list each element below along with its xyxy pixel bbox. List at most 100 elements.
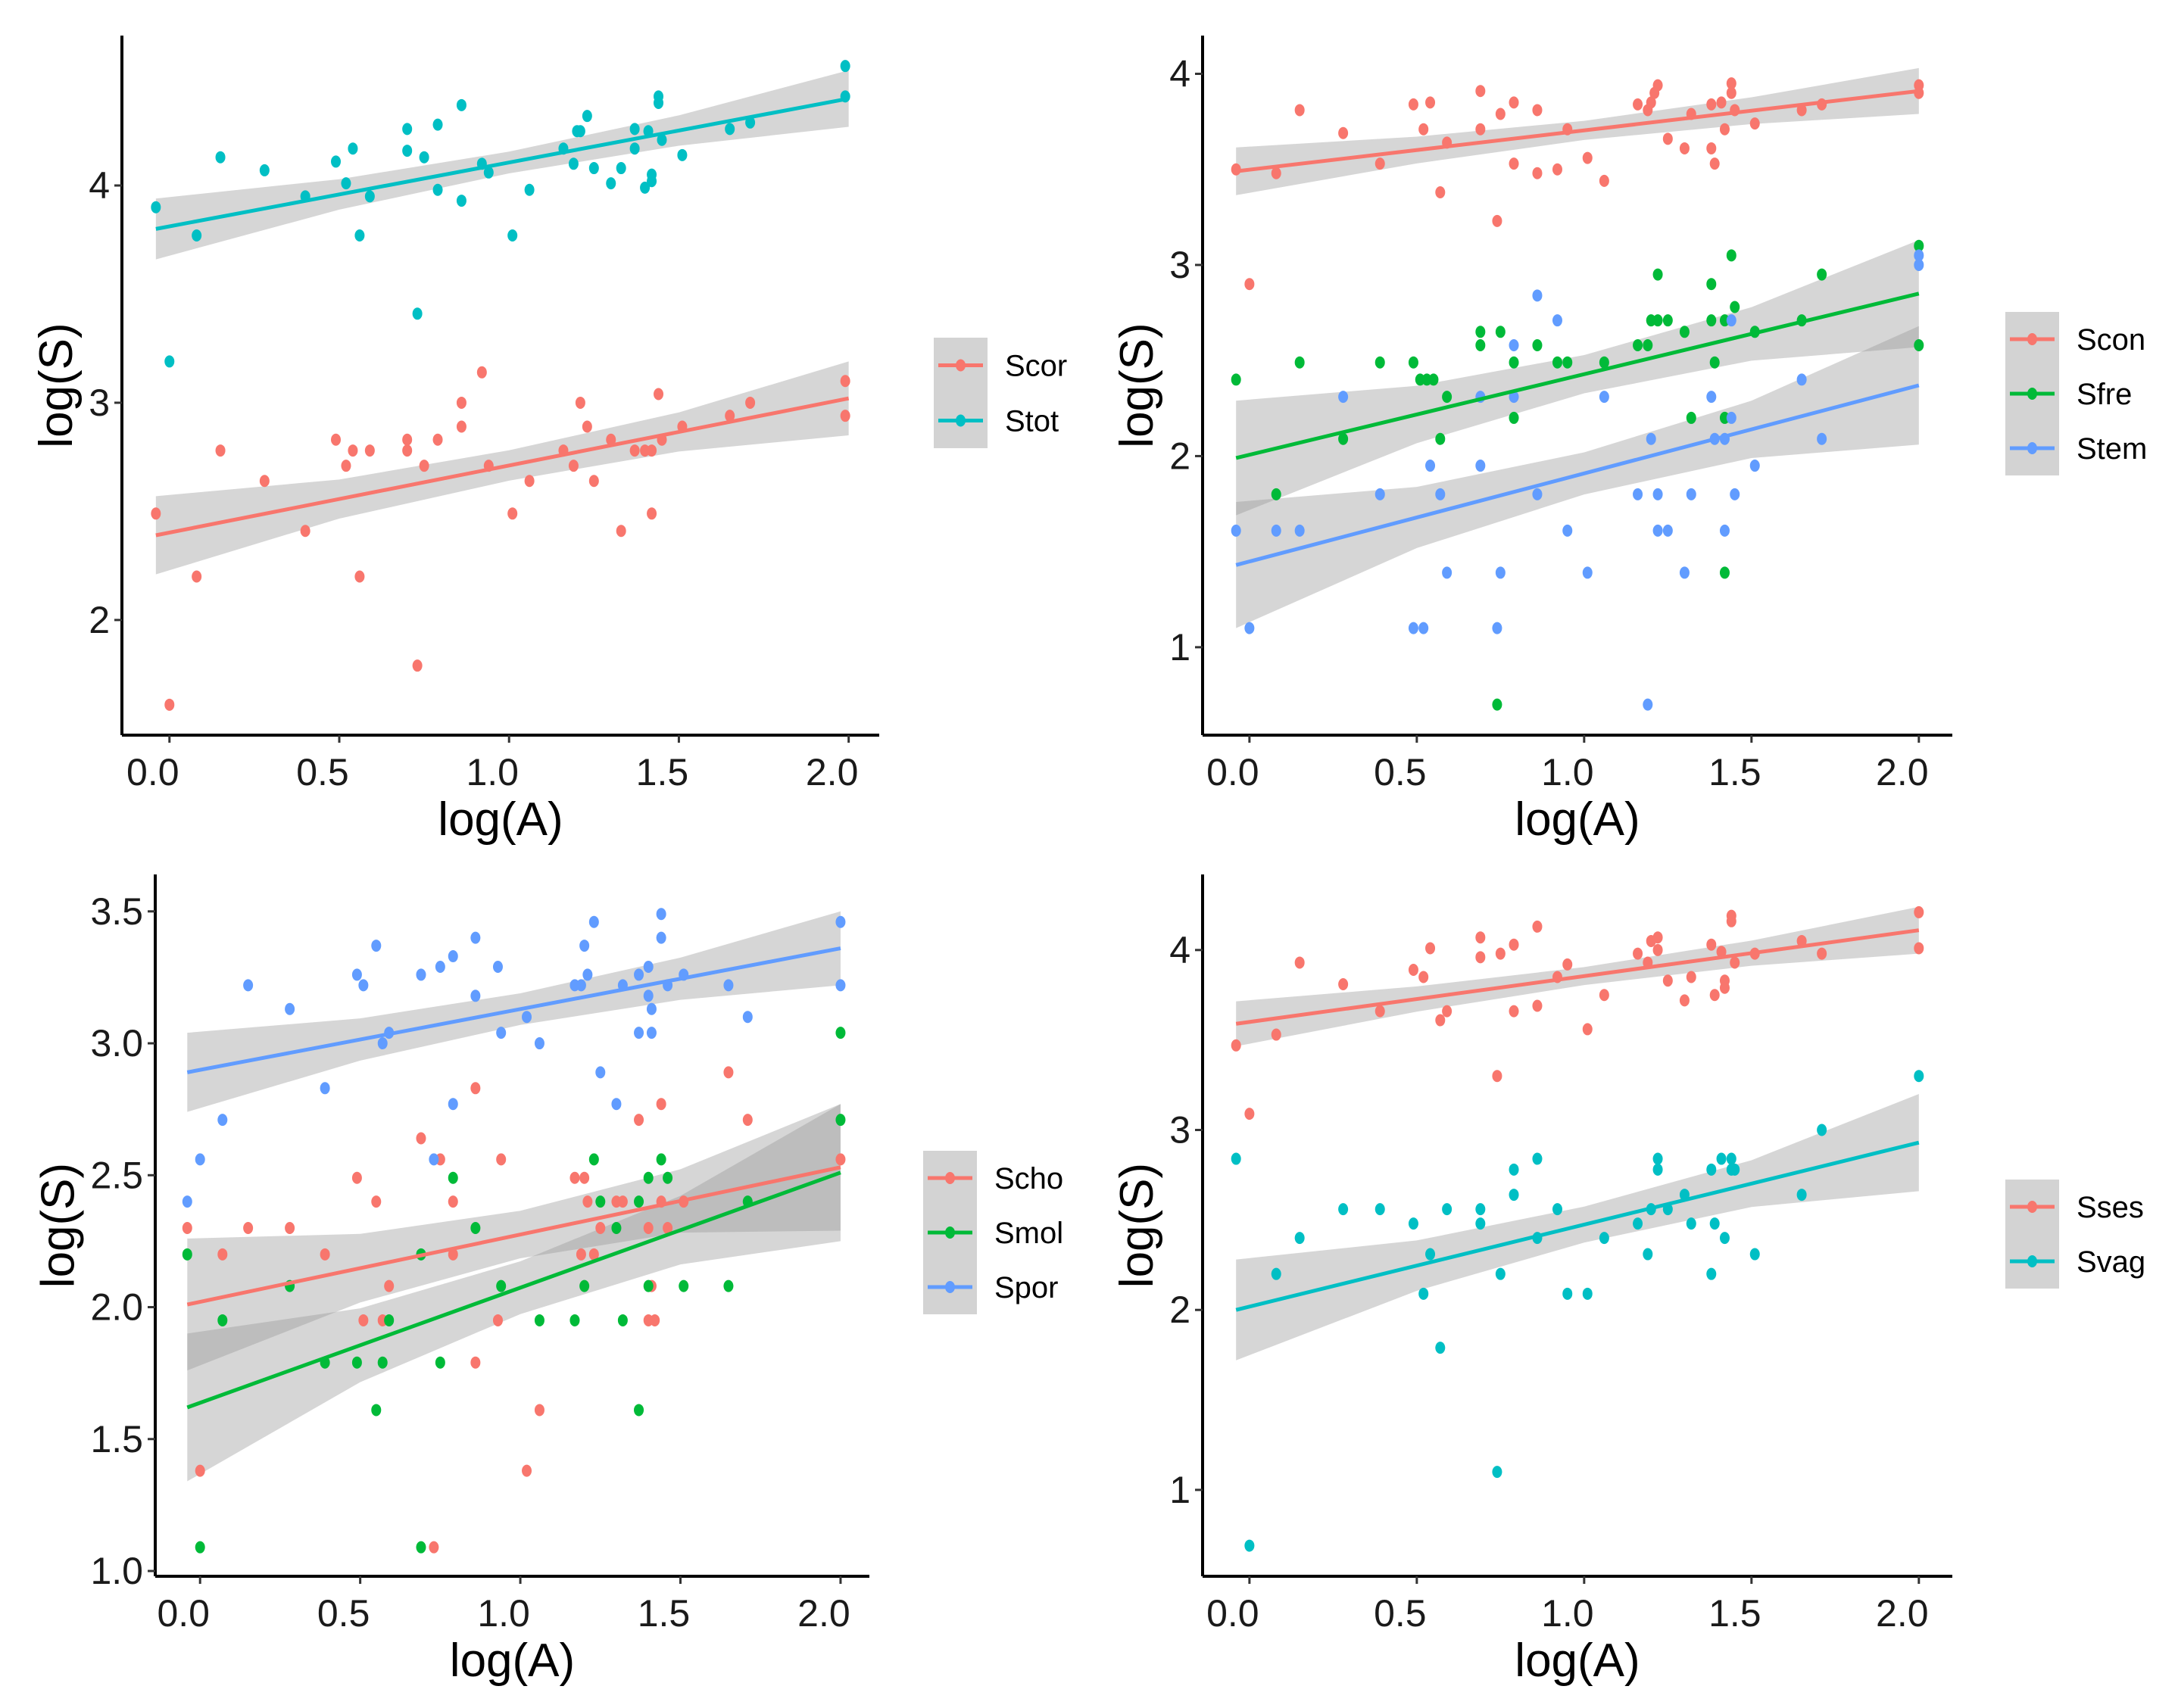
data-point	[1730, 956, 1740, 969]
data-point	[1679, 566, 1690, 579]
data-point	[1492, 698, 1502, 711]
data-point	[569, 1171, 580, 1184]
data-point	[1271, 1267, 1281, 1280]
data-point	[582, 968, 593, 981]
data-point	[402, 123, 413, 136]
data-point	[217, 1248, 228, 1261]
data-point	[1408, 1217, 1418, 1230]
data-point	[351, 1171, 362, 1184]
data-point	[1231, 524, 1241, 537]
data-point	[588, 1248, 599, 1261]
data-point	[582, 420, 592, 433]
fit-line-scor	[155, 396, 850, 538]
y-tick-label: 1	[1169, 1469, 1190, 1511]
data-point	[1706, 391, 1717, 404]
y-tick-label: 4	[1169, 929, 1190, 971]
data-point	[448, 1195, 458, 1208]
legend-key-point	[2027, 1201, 2037, 1213]
data-point	[1730, 301, 1740, 313]
data-point	[1914, 338, 1924, 351]
fit-line-stot	[155, 96, 850, 231]
data-point	[569, 1314, 580, 1326]
data-point	[522, 1011, 532, 1024]
data-point	[1294, 104, 1305, 117]
data-point	[1679, 994, 1690, 1007]
panel-3: 0.0 0.5 1.0 1.5 2.0 1.0 1.5 2.0 2.5 3.0 3.5 log(A) l…	[32, 874, 1063, 1687]
data-point	[507, 507, 518, 520]
data-point	[1338, 126, 1349, 139]
data-point	[348, 142, 358, 155]
data-point	[1726, 86, 1736, 99]
data-point	[416, 1132, 426, 1145]
data-point	[611, 1098, 622, 1111]
data-point	[1244, 1108, 1255, 1120]
legend-key-point	[945, 1172, 955, 1184]
data-point	[606, 177, 616, 190]
data-point	[1509, 1005, 1519, 1018]
data-point	[182, 1195, 192, 1208]
data-point	[1509, 1163, 1519, 1176]
data-point	[432, 183, 443, 196]
data-point	[1679, 142, 1690, 154]
y-tick-label: 3.0	[90, 1022, 143, 1064]
data-point	[402, 433, 413, 446]
x-axis-title: log(A)	[1515, 1635, 1640, 1687]
x-tick-label: 0.5	[317, 1592, 370, 1635]
data-point	[1643, 698, 1653, 711]
y-tick-label: 3	[1169, 244, 1190, 286]
data-point	[634, 1027, 644, 1039]
legend-key-point	[956, 414, 966, 427]
data-point	[1582, 151, 1593, 164]
x-axis-title: log(A)	[450, 1635, 575, 1687]
data-point	[1817, 432, 1827, 445]
legend: Scor Stot	[934, 338, 1067, 448]
data-point	[568, 157, 579, 170]
data-point	[568, 460, 579, 472]
data-point	[1796, 1189, 1807, 1202]
x-tick-label: 0.0	[157, 1592, 210, 1635]
data-point	[358, 979, 369, 992]
data-point	[416, 1541, 426, 1554]
data-point	[634, 1195, 644, 1208]
data-point	[1719, 123, 1730, 136]
data-point	[611, 1221, 622, 1234]
data-point	[576, 1248, 586, 1261]
data-point	[1375, 488, 1385, 500]
data-point	[151, 507, 161, 520]
data-point	[1652, 931, 1663, 944]
data-point	[1633, 98, 1643, 111]
data-point	[657, 133, 667, 146]
data-point	[677, 148, 688, 161]
data-point	[588, 162, 599, 175]
data-point	[1475, 951, 1486, 964]
data-point	[640, 444, 651, 457]
data-point	[215, 444, 226, 457]
series-sses	[1231, 905, 1924, 1120]
fit-line-stem	[1235, 383, 1920, 567]
x-tick-label: 0.5	[296, 751, 349, 793]
data-point	[1652, 524, 1663, 537]
data-point	[679, 1279, 689, 1292]
series-stem	[1231, 249, 1924, 711]
data-point	[1509, 938, 1519, 951]
data-point	[524, 183, 535, 196]
data-point	[1652, 1163, 1663, 1176]
data-point	[634, 1114, 644, 1127]
data-point	[456, 396, 466, 409]
data-point	[723, 1066, 734, 1079]
data-point	[1652, 1152, 1663, 1165]
data-point	[492, 960, 503, 973]
data-point	[1652, 79, 1663, 92]
data-point	[470, 931, 481, 944]
data-point	[496, 1027, 507, 1039]
data-point	[663, 1171, 673, 1184]
data-point	[1582, 566, 1593, 579]
data-point	[1509, 411, 1519, 424]
data-point	[1706, 1267, 1717, 1280]
data-point	[646, 1002, 657, 1015]
data-point	[1914, 1070, 1924, 1083]
y-tick-label: 1.0	[90, 1550, 143, 1592]
data-point	[164, 698, 175, 711]
data-point	[1817, 1124, 1827, 1136]
data-point	[435, 960, 445, 973]
